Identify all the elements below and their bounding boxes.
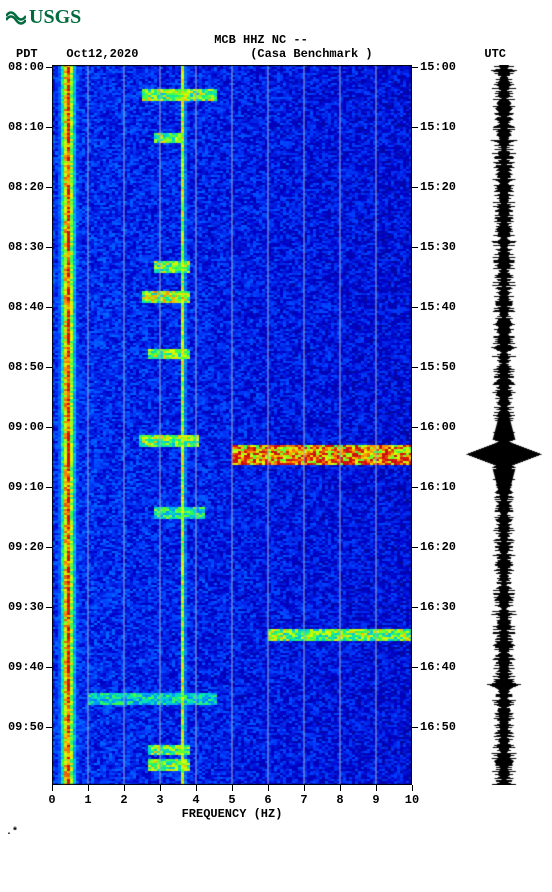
y-axis-left: 08:0008:1008:2008:3008:4008:5009:0009:10…	[6, 65, 52, 785]
x-label: 6	[264, 793, 271, 807]
x-axis-label: FREQUENCY (HZ)	[182, 807, 283, 821]
x-label: 3	[156, 793, 163, 807]
yright-label: 16:10	[420, 480, 456, 494]
x-label: 4	[192, 793, 199, 807]
tz-left: PDT	[16, 47, 38, 61]
yright-label: 15:00	[420, 60, 456, 74]
logo-text: USGS	[29, 6, 81, 29]
header-row-2: PDT Oct12,2020 (Casa Benchmark ) UTC	[6, 47, 546, 61]
x-label: 10	[405, 793, 419, 807]
date: Oct12,2020	[66, 47, 138, 61]
title-line1: MCB HHZ NC --	[16, 33, 506, 47]
tz-right: UTC	[484, 47, 506, 61]
yleft-label: 08:10	[8, 120, 44, 134]
yright-label: 16:50	[420, 720, 456, 734]
yright-label: 15:50	[420, 360, 456, 374]
yleft-label: 09:40	[8, 660, 44, 674]
yright-label: 15:20	[420, 180, 456, 194]
spectrogram-canvas	[52, 65, 412, 785]
yright-label: 15:40	[420, 300, 456, 314]
yleft-label: 09:50	[8, 720, 44, 734]
usgs-logo: USGS	[6, 6, 546, 29]
x-label: 9	[372, 793, 379, 807]
x-axis: FREQUENCY (HZ) 012345678910	[52, 785, 412, 825]
yleft-label: 08:50	[8, 360, 44, 374]
footer-mark: .*	[6, 827, 546, 838]
x-label: 5	[228, 793, 235, 807]
yleft-label: 08:30	[8, 240, 44, 254]
x-label: 1	[84, 793, 91, 807]
title-line2: (Casa Benchmark )	[138, 47, 484, 61]
yleft-label: 09:10	[8, 480, 44, 494]
header: MCB HHZ NC --	[6, 33, 546, 47]
yleft-label: 09:00	[8, 420, 44, 434]
x-label: 2	[120, 793, 127, 807]
yleft-label: 09:20	[8, 540, 44, 554]
yleft-label: 08:20	[8, 180, 44, 194]
yright-label: 16:00	[420, 420, 456, 434]
yright-label: 15:10	[420, 120, 456, 134]
x-label: 0	[48, 793, 55, 807]
yleft-label: 09:30	[8, 600, 44, 614]
x-label: 7	[300, 793, 307, 807]
yleft-label: 08:00	[8, 60, 44, 74]
plot-area: 08:0008:1008:2008:3008:4008:5009:0009:10…	[6, 65, 546, 825]
yright-label: 16:20	[420, 540, 456, 554]
yright-label: 16:40	[420, 660, 456, 674]
x-label: 8	[336, 793, 343, 807]
yleft-label: 08:40	[8, 300, 44, 314]
waveform-canvas	[464, 65, 544, 785]
yright-label: 15:30	[420, 240, 456, 254]
yright-label: 16:30	[420, 600, 456, 614]
y-axis-right: 15:0015:1015:2015:3015:4015:5016:0016:10…	[412, 65, 460, 785]
